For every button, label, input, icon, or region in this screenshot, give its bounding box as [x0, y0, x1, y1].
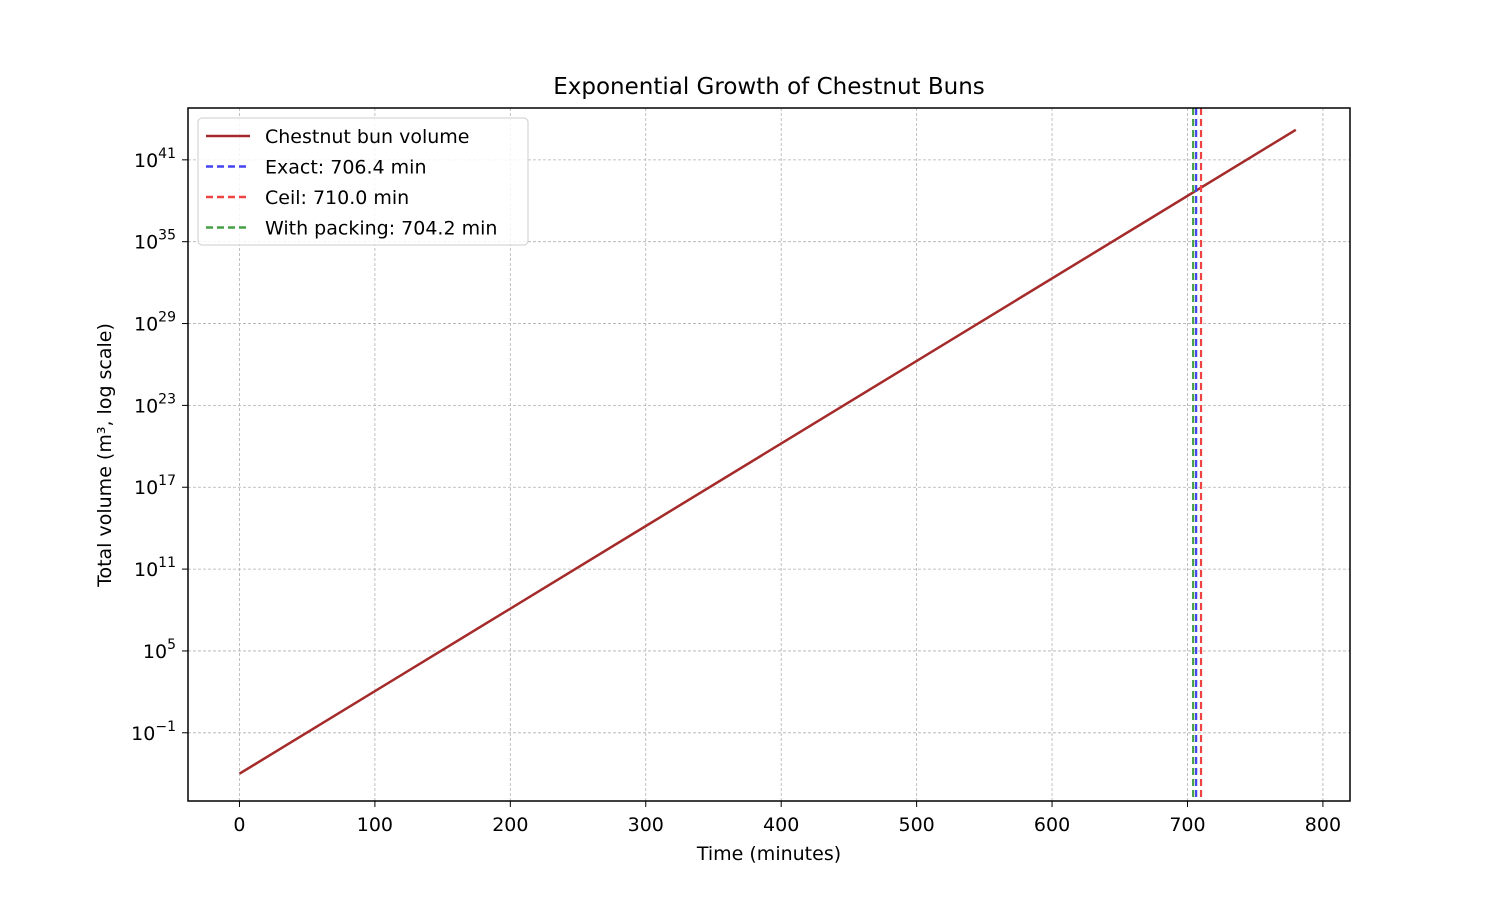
y-tick-label: 1011 — [134, 555, 176, 581]
y-axis-label: Total volume (m³, log scale) — [94, 323, 116, 588]
x-tick-label: 500 — [898, 814, 934, 836]
grid — [188, 108, 1350, 801]
chart-title: Exponential Growth of Chestnut Buns — [553, 74, 985, 100]
legend-label: Chestnut bun volume — [265, 126, 470, 148]
x-tick-label: 300 — [628, 814, 664, 836]
x-tick-label: 400 — [763, 814, 799, 836]
legend-label: Exact: 706.4 min — [265, 157, 427, 179]
y-tick-label: 1029 — [134, 310, 176, 336]
x-tick-label: 800 — [1305, 814, 1341, 836]
x-tick-label: 700 — [1169, 814, 1205, 836]
x-axis: 0 100 200 300 400 500 600 700 800 — [233, 801, 1341, 836]
x-tick-label: 0 — [233, 814, 245, 836]
y-tick-label: 1017 — [134, 473, 176, 499]
x-tick-label: 200 — [492, 814, 528, 836]
y-tick-label: 1023 — [134, 391, 176, 417]
legend-label: Ceil: 710.0 min — [265, 187, 409, 209]
legend-box — [197, 117, 529, 246]
legend: Chestnut bun volume Exact: 706.4 min Ceil:… — [197, 117, 529, 246]
plot-area — [238, 108, 1297, 801]
legend-label: With packing: 704.2 min — [265, 218, 497, 240]
y-tick-label: 1035 — [134, 228, 176, 254]
plot-frame — [187, 107, 1351, 802]
y-tick-label: 105 — [143, 637, 176, 663]
y-tick-label: 1041 — [134, 146, 176, 172]
y-axis: 10−1 105 1011 1017 1023 1029 1035 1041 — [131, 146, 188, 745]
series-line-chestnut-bun-volume — [238, 128, 1297, 775]
y-tick-label: 10−1 — [131, 719, 176, 745]
x-axis-label: Time (minutes) — [696, 843, 841, 865]
x-tick-label: 600 — [1034, 814, 1070, 836]
x-tick-label: 100 — [357, 814, 393, 836]
